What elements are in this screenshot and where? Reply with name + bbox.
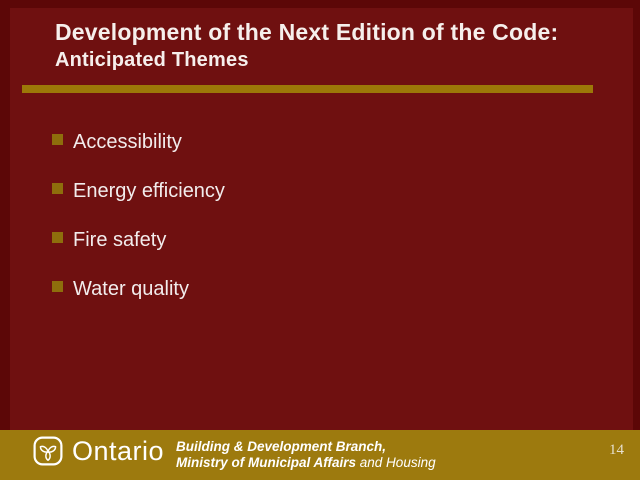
slide-title-line2: Anticipated Themes bbox=[55, 49, 249, 71]
title-underline-rule bbox=[22, 85, 593, 93]
branch-line1: Building & Development Branch, bbox=[176, 439, 387, 454]
slide-background: Development of the Next Edition of the C… bbox=[10, 8, 633, 430]
square-bullet-icon bbox=[52, 183, 63, 194]
branch-line2-bold: Ministry of Municipal Affairs bbox=[176, 455, 357, 470]
bullet-label: Accessibility bbox=[73, 131, 182, 153]
ministry-branch-text: Building & Development Branch, Ministry … bbox=[176, 439, 436, 471]
list-item: Accessibility bbox=[52, 132, 225, 153]
footer-bar: Ontario Building & Development Branch, M… bbox=[0, 430, 640, 480]
bullet-label: Energy efficiency bbox=[73, 180, 225, 202]
list-item: Energy efficiency bbox=[52, 181, 225, 202]
slide-title-line1: Development of the Next Edition of the C… bbox=[55, 19, 559, 45]
page-number: 14 bbox=[609, 442, 624, 458]
bullet-list: Accessibility Energy efficiency Fire saf… bbox=[52, 132, 225, 328]
list-item: Water quality bbox=[52, 279, 225, 300]
slide-title: Development of the Next Edition of the C… bbox=[55, 18, 558, 73]
square-bullet-icon bbox=[52, 232, 63, 243]
bullet-label: Fire safety bbox=[73, 229, 167, 251]
list-item: Fire safety bbox=[52, 230, 225, 251]
ontario-logo: Ontario bbox=[33, 436, 164, 466]
branch-line2-regular: and Housing bbox=[356, 455, 436, 470]
bullet-label: Water quality bbox=[73, 278, 189, 300]
square-bullet-icon bbox=[52, 134, 63, 145]
ontario-wordmark: Ontario bbox=[72, 436, 165, 466]
square-bullet-icon bbox=[52, 281, 63, 292]
trillium-flower-icon bbox=[33, 436, 63, 466]
branch-line2: Ministry of Municipal Affairs and Housin… bbox=[176, 455, 436, 471]
